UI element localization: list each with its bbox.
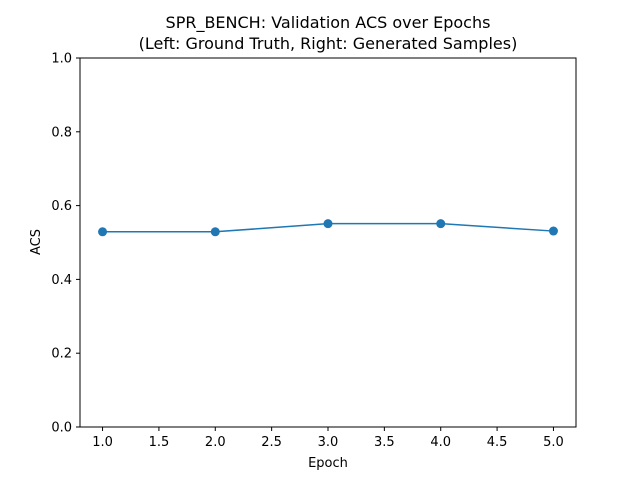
y-tick-label: 0.4 [51, 273, 72, 288]
data-point [98, 227, 108, 237]
y-tick-label: 0.2 [51, 347, 72, 362]
y-axis-label: ACS [29, 229, 44, 255]
x-tick-label: 3.0 [318, 435, 339, 450]
x-tick-label: 2.0 [205, 435, 226, 450]
x-tick-label: 2.5 [261, 435, 282, 450]
data-point [210, 227, 220, 237]
x-tick-label: 1.5 [149, 435, 170, 450]
x-tick-label: 3.5 [374, 435, 395, 450]
data-point [436, 219, 446, 229]
y-tick-label: 0.6 [51, 199, 72, 214]
axes-frame [79, 57, 577, 428]
chart-title: SPR_BENCH: Validation ACS over Epochs [166, 13, 491, 33]
y-axis-ticks: 0.0 0.2 0.4 0.6 0.8 1.0 [51, 52, 80, 436]
chart-subtitle: (Left: Ground Truth, Right: Generated Sa… [139, 34, 518, 53]
series-layer [98, 219, 558, 237]
x-tick-label: 4.0 [430, 435, 451, 450]
x-tick-label: 1.0 [92, 435, 113, 450]
x-axis-label: Epoch [308, 456, 348, 471]
data-point [323, 219, 333, 229]
y-tick-label: 1.0 [51, 52, 72, 67]
x-axis-ticks: 1.0 1.5 2.0 2.5 3.0 3.5 4.0 4.5 5.0 [92, 427, 564, 450]
x-tick-label: 5.0 [543, 435, 564, 450]
y-tick-label: 0.8 [51, 125, 72, 140]
data-point [548, 226, 558, 236]
y-tick-label: 0.0 [51, 421, 72, 436]
x-tick-label: 4.5 [487, 435, 508, 450]
